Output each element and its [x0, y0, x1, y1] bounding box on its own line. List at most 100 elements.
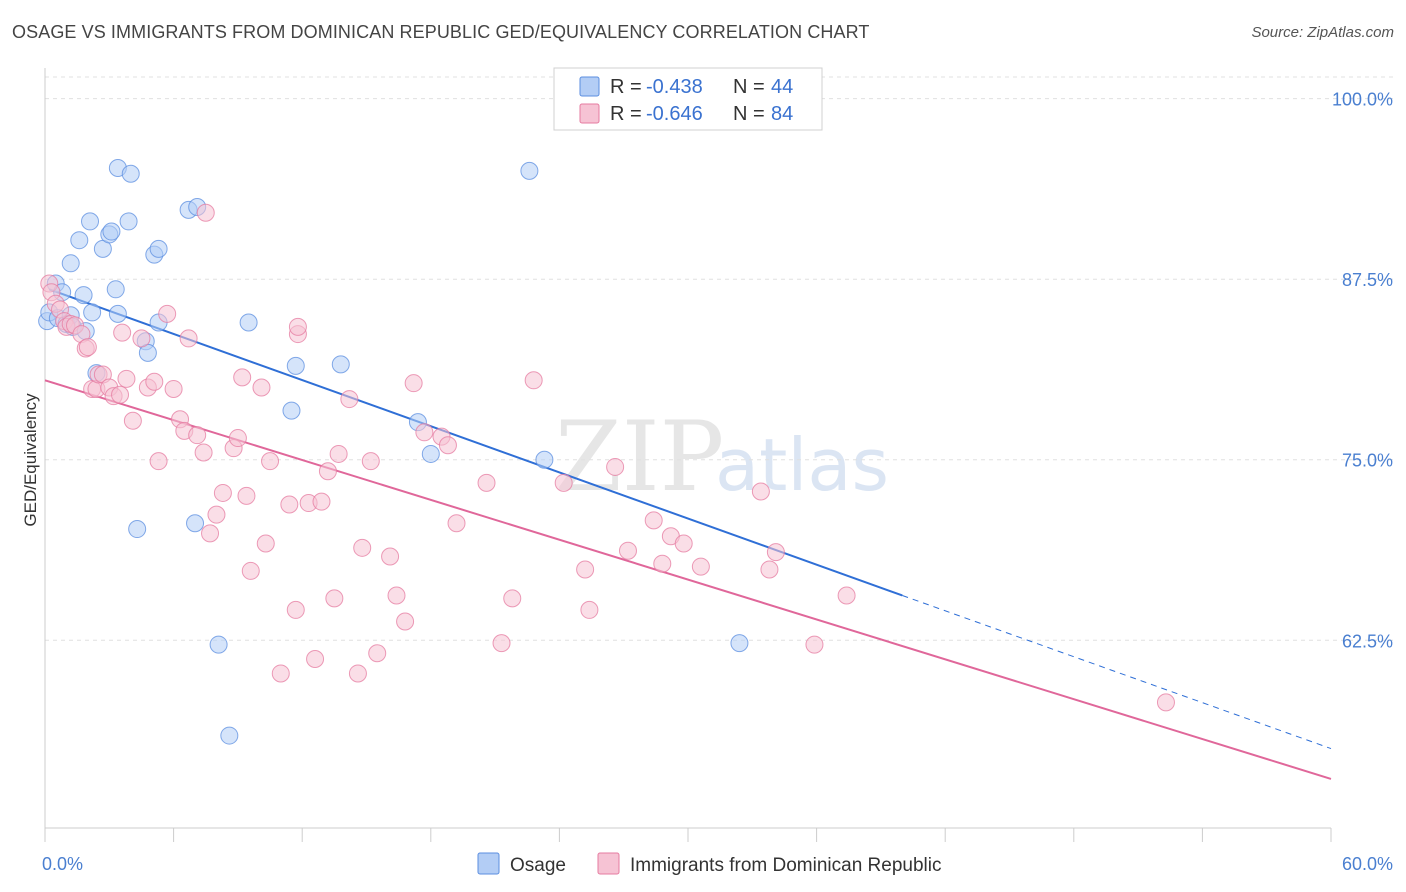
dominican-point	[760, 560, 779, 579]
osage-point	[730, 634, 749, 653]
osage-point	[108, 304, 127, 323]
dominican-point	[361, 452, 380, 471]
osage-point	[61, 254, 80, 273]
dominican-point	[837, 586, 856, 605]
chart-title: OSAGE VS IMMIGRANTS FROM DOMINICAN REPUB…	[12, 22, 870, 42]
osage-point	[106, 280, 125, 299]
osage-trendline-extension	[902, 595, 1332, 750]
y-tick-label: 75.0%	[1342, 451, 1393, 471]
osage-point	[220, 726, 239, 745]
dominican-point	[606, 457, 625, 476]
series-legend-swatch-osage	[477, 852, 500, 875]
osage-point	[535, 450, 554, 469]
dominican-point	[228, 429, 247, 448]
dominican-point	[201, 524, 220, 543]
dominican-point	[158, 304, 177, 323]
dominican-point	[653, 554, 672, 573]
series-legend: Osage Immigrants from Dominican Republic	[477, 852, 942, 876]
dominican-point	[237, 486, 256, 505]
y-tick-label: 62.5%	[1342, 631, 1393, 651]
dominican-point	[580, 600, 599, 619]
osage-point	[282, 401, 301, 420]
osage-point	[209, 635, 228, 654]
series-legend-label-osage: Osage	[510, 855, 566, 876]
dominican-point	[132, 329, 151, 348]
dominican-point	[123, 411, 142, 430]
dominican-point	[318, 462, 337, 481]
y-tick-labels: 100.0% 87.5% 75.0% 62.5%	[1332, 90, 1393, 652]
dominican-point	[233, 368, 252, 387]
osage-point	[83, 303, 102, 322]
dominican-point	[149, 452, 168, 471]
x-tick-label: 60.0%	[1342, 854, 1393, 874]
dominican-point	[404, 374, 423, 393]
legend-n-value: 84	[771, 103, 793, 125]
osage-point	[128, 520, 147, 539]
dominican-point	[340, 390, 359, 409]
dominican-point	[524, 371, 543, 390]
dominican-point	[288, 317, 307, 336]
osage-point	[286, 356, 305, 375]
dominican-point	[691, 557, 710, 576]
dominican-point	[78, 338, 97, 357]
dominican-point	[196, 203, 215, 222]
y-tick-label: 100.0%	[1332, 90, 1393, 110]
osage-point	[102, 222, 121, 241]
legend-r-label: R =	[610, 76, 642, 98]
legend-swatch-osage	[579, 76, 600, 97]
axes	[44, 68, 1332, 842]
watermark-zip: ZIP	[555, 401, 724, 513]
series-legend-label-dominican: Immigrants from Dominican Republic	[630, 855, 942, 876]
dominican-point	[751, 482, 770, 501]
x-tick-label: 0.0%	[42, 854, 83, 874]
x-tick-labels: 0.0% 60.0%	[42, 854, 1393, 874]
osage-point	[421, 444, 440, 463]
dominican-point	[306, 650, 325, 669]
osage-point	[119, 212, 138, 231]
dominican-point	[554, 473, 573, 492]
series-legend-swatch-dominican	[597, 852, 620, 875]
grid	[45, 76, 1393, 641]
dominican-point	[381, 547, 400, 566]
dominican-point	[252, 378, 271, 397]
legend-r-value: -0.646	[646, 103, 703, 125]
dominican-point	[447, 514, 466, 533]
dominican-point	[644, 511, 663, 530]
dominican-point	[766, 543, 785, 562]
legend-swatch-dominican	[579, 103, 600, 124]
dominican-point	[396, 612, 415, 631]
dominican-point	[325, 589, 344, 608]
osage-point	[70, 231, 89, 250]
dominican-point	[213, 483, 232, 502]
dominican-point	[256, 534, 275, 553]
dominican-point	[117, 369, 136, 388]
y-axis-label: GED/Equivalency	[21, 393, 40, 527]
dominican-point	[387, 586, 406, 605]
correlation-legend: R = -0.438 N = 44 R = -0.646 N = 84	[553, 67, 823, 131]
dominican-point	[280, 495, 299, 514]
dominican-point	[348, 664, 367, 683]
watermark: ZIP atlas	[555, 401, 889, 513]
dominican-point	[188, 426, 207, 445]
osage-point	[121, 164, 140, 183]
dominican-point	[312, 492, 331, 511]
trendlines	[44, 288, 1332, 780]
legend-n-value: 44	[771, 76, 793, 98]
dominican-point	[145, 372, 164, 391]
watermark-atlas: atlas	[715, 423, 889, 507]
dominican-point	[164, 379, 183, 398]
dominican-point	[194, 443, 213, 462]
dominican-point	[805, 635, 824, 654]
dominican-point	[415, 423, 434, 442]
legend-n-label: N =	[733, 76, 765, 98]
dominican-point	[113, 323, 132, 342]
dominican-point	[261, 452, 280, 471]
osage-point	[81, 212, 100, 231]
dominican-point	[576, 560, 595, 579]
osage-point	[239, 313, 258, 332]
dominican-point	[353, 538, 372, 557]
legend-r-value: -0.438	[646, 76, 703, 98]
dominican-point	[368, 644, 387, 663]
